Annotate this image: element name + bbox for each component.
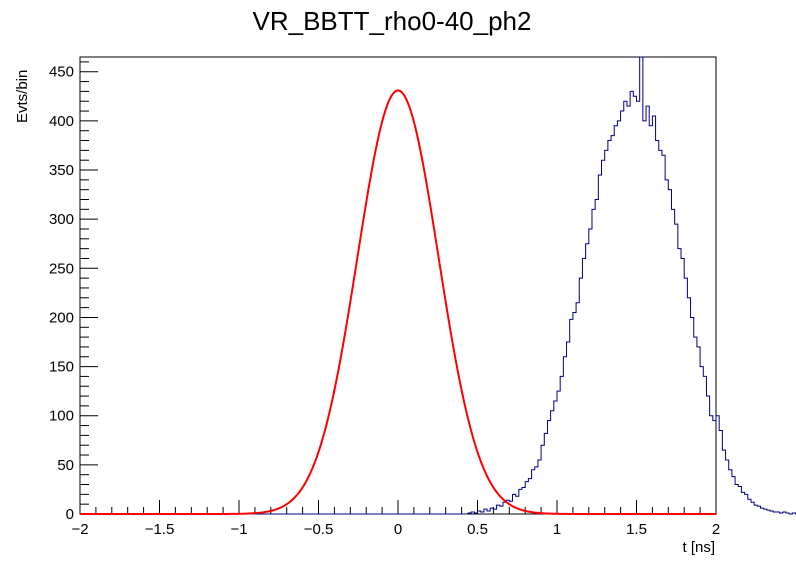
plot-area: −2 −1.5 −1 −0.5 0 0.5 1 1.5 2 0 50 100 150 200 250 300 3… (49, 56, 796, 538)
y-tick-label: 250 (49, 260, 74, 277)
y-tick-label: 350 (49, 162, 74, 179)
y-axis-title: Evts/bin (14, 70, 31, 123)
y-tick-label: 100 (49, 408, 74, 425)
histogram-series (80, 56, 796, 515)
y-tick-label: 400 (49, 113, 74, 130)
y-tick-label: 200 (49, 309, 74, 326)
x-tick-label: −2 (71, 521, 88, 538)
x-tick-label: 2 (712, 521, 720, 538)
x-tick-label: 0.5 (467, 521, 488, 538)
x-axis-title: t [ns] (682, 539, 715, 556)
x-tick-label: −1 (230, 521, 247, 538)
y-tick-label: 0 (66, 506, 74, 523)
y-tick-label: 450 (49, 64, 74, 81)
chart-title: VR_BBTT_rho0-40_ph2 (253, 6, 532, 36)
x-tick-label: −0.5 (304, 521, 334, 538)
y-tick-label: 50 (57, 457, 74, 474)
x-tick-label: 1 (553, 521, 561, 538)
y-tick-label: 150 (49, 359, 74, 376)
x-tick-label: 0 (394, 521, 402, 538)
plot-frame (79, 56, 717, 515)
x-tick-label: 1.5 (626, 521, 647, 538)
gaussian-fit-curve (80, 89, 716, 515)
y-tick-label: 300 (49, 211, 74, 228)
x-tick-label: −1.5 (145, 521, 175, 538)
